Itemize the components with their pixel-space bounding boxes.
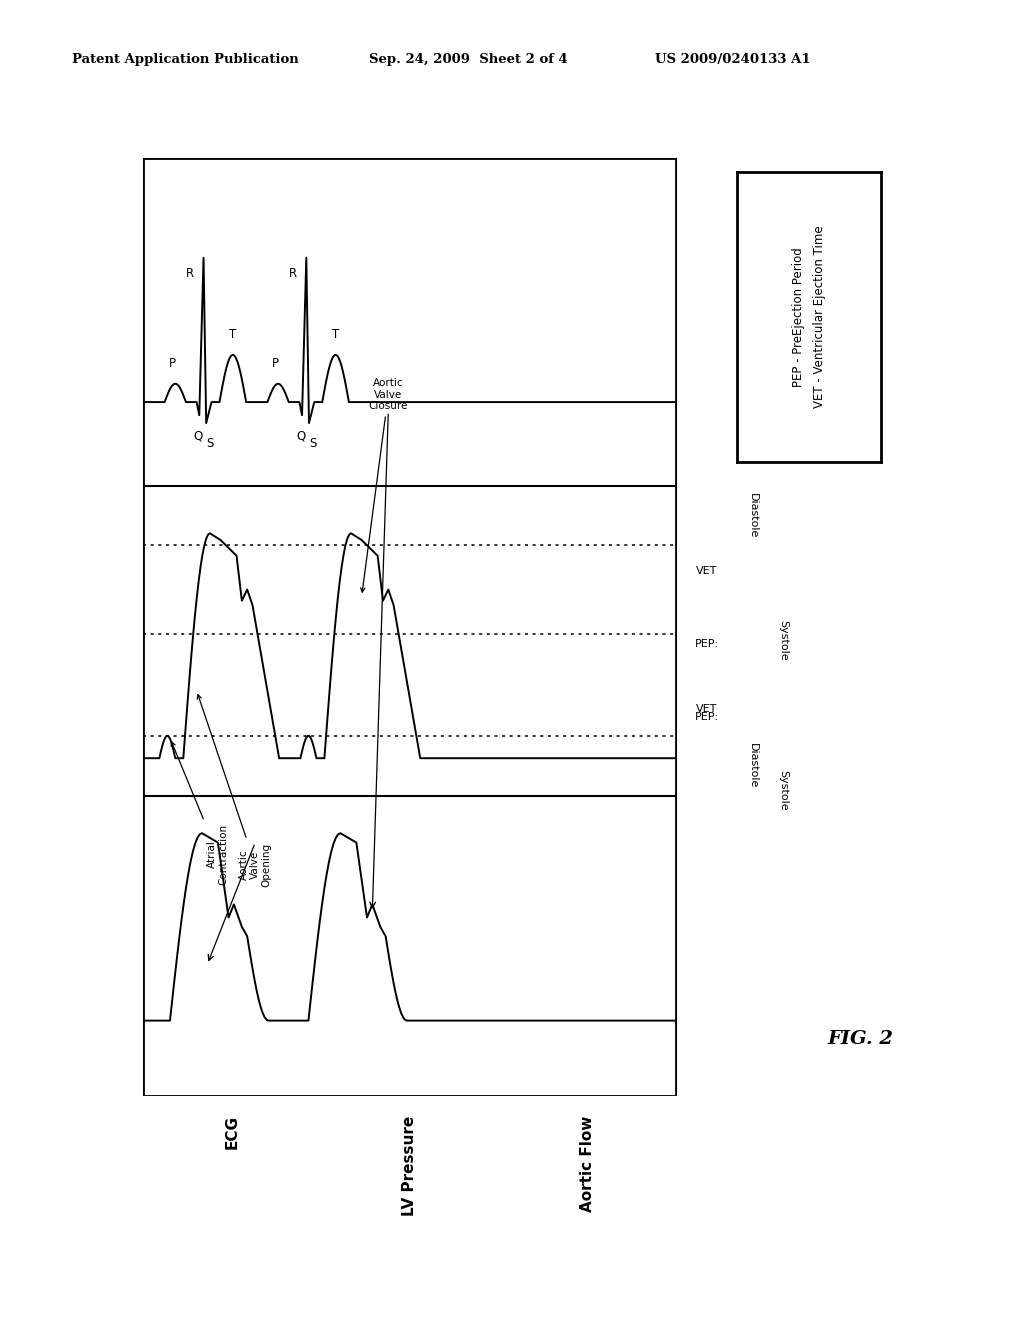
Text: Sep. 24, 2009  Sheet 2 of 4: Sep. 24, 2009 Sheet 2 of 4	[369, 53, 567, 66]
Text: P: P	[169, 356, 176, 370]
Text: US 2009/0240133 A1: US 2009/0240133 A1	[655, 53, 811, 66]
Text: T: T	[332, 327, 339, 341]
Text: Atrial
Contraction: Atrial Contraction	[171, 742, 228, 884]
Text: Aortic Flow: Aortic Flow	[580, 1115, 595, 1212]
Text: Q: Q	[194, 429, 203, 442]
Text: R: R	[186, 267, 195, 280]
Text: Diastole: Diastole	[748, 492, 758, 539]
Text: Q: Q	[296, 429, 305, 442]
Text: Systole: Systole	[778, 770, 788, 810]
Text: P: P	[272, 356, 279, 370]
Text: Systole: Systole	[778, 620, 788, 660]
Text: VET: VET	[696, 705, 717, 714]
Text: PEP:: PEP:	[694, 639, 719, 649]
Text: T: T	[229, 327, 237, 341]
Text: FIG. 2: FIG. 2	[827, 1030, 893, 1048]
Text: Diastole: Diastole	[748, 743, 758, 788]
Text: S: S	[309, 437, 316, 450]
Text: VET: VET	[696, 566, 717, 576]
Text: PEP:: PEP:	[694, 711, 719, 722]
Text: S: S	[206, 437, 214, 450]
Text: ECG: ECG	[224, 1115, 240, 1150]
Text: R: R	[289, 267, 297, 280]
Text: Aortic
Valve
Opening: Aortic Valve Opening	[198, 694, 271, 887]
Text: LV Pressure: LV Pressure	[402, 1115, 417, 1216]
Text: PEP - PreEjection Period
VET - Ventricular Ejection Time: PEP - PreEjection Period VET - Ventricul…	[792, 226, 826, 408]
Text: Aortic
Valve
Closure: Aortic Valve Closure	[360, 379, 408, 593]
Text: Patent Application Publication: Patent Application Publication	[72, 53, 298, 66]
